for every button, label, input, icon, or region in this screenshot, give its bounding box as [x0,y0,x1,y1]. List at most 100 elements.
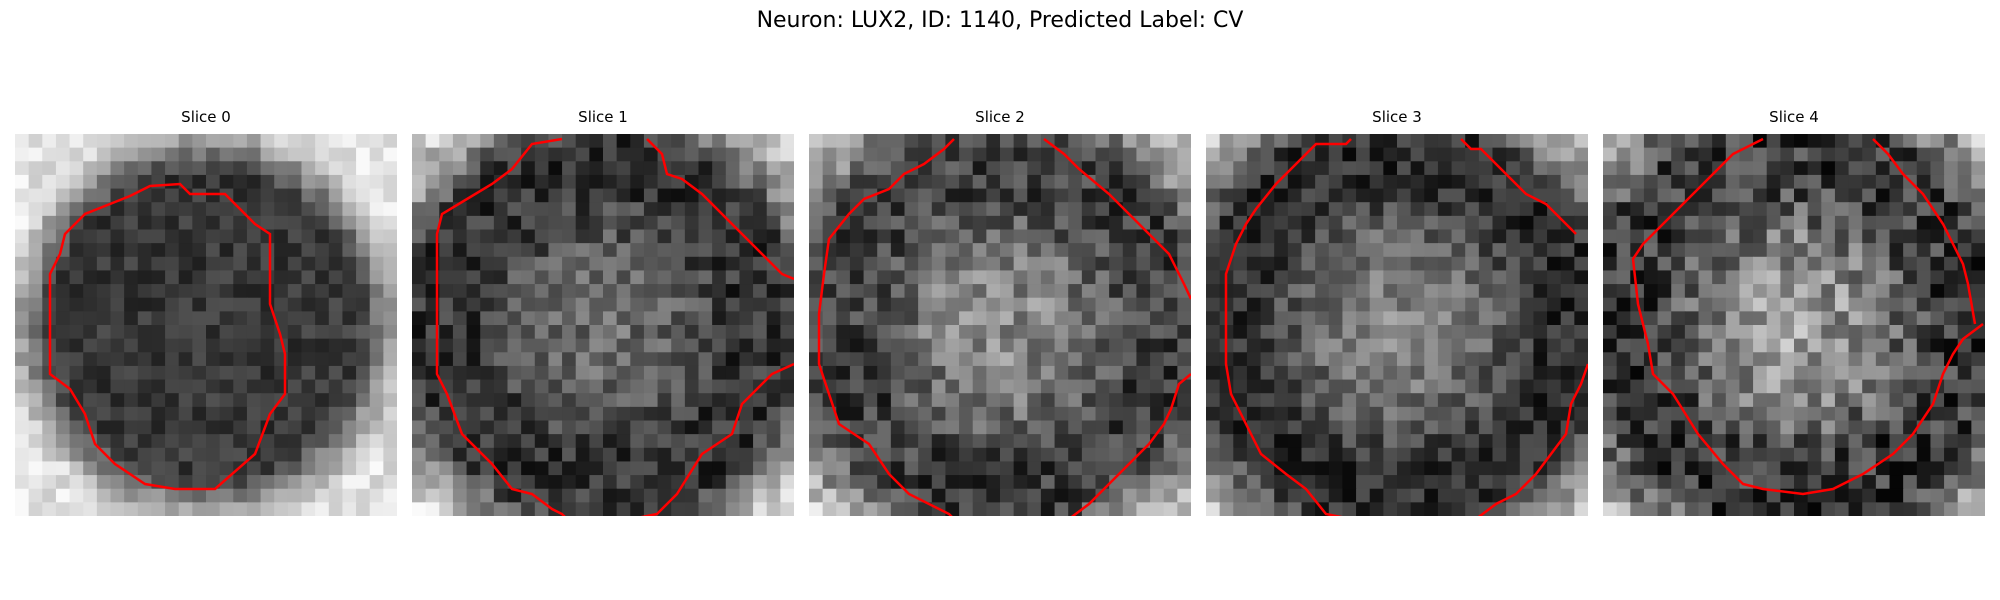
pixel [287,174,303,190]
pixel [383,174,397,190]
pixel [1875,243,1891,258]
pixel [1246,284,1262,299]
pixel [507,420,522,435]
pixel [684,325,700,340]
pixel [1971,325,1985,340]
pixel [110,134,125,149]
pixel [657,352,672,367]
pixel [356,297,371,312]
pixel [1862,311,1877,326]
pixel [151,379,166,394]
pixel [589,161,604,176]
pixel [206,325,221,340]
pixel [562,147,577,162]
pixel [822,502,837,516]
pixel [603,502,618,516]
pixel [630,475,645,490]
pixel [1315,215,1330,231]
pixel [1889,174,1904,190]
pixel [657,488,672,503]
pixel [1657,270,1672,285]
pixel [342,502,357,516]
pixel [1630,447,1645,463]
pixel [137,161,153,176]
pixel [534,475,550,490]
pixel [684,393,700,408]
pixel [918,229,933,244]
pixel [918,243,933,258]
pixel [466,338,481,353]
pixel [1013,147,1028,162]
pixel [83,502,98,516]
pixel [1068,229,1083,244]
pixel [425,393,440,408]
pixel [1848,488,1863,503]
pixel [1465,256,1480,272]
pixel [1356,461,1371,476]
pixel [890,229,906,244]
pixel [589,379,604,394]
pixel [439,461,454,476]
pixel [562,215,577,231]
pixel [1177,256,1191,272]
pixel [83,475,98,490]
pixel [1424,393,1439,408]
pixel [904,174,919,190]
pixel [28,434,43,449]
pixel [1574,297,1588,312]
pixel [1916,256,1932,272]
pixel [1301,393,1316,408]
pixel [1206,352,1221,367]
pixel [849,325,865,340]
pixel [904,325,919,340]
pixel [1821,297,1836,312]
pixel [1465,161,1480,176]
pixel [534,229,550,244]
pixel [1630,229,1645,244]
pixel [1794,352,1809,367]
pixel [1574,202,1588,217]
pixel [1342,297,1357,312]
pixel [83,352,98,367]
pixel [1260,311,1275,326]
pixel [1834,202,1850,217]
pixel [151,147,166,162]
pixel [15,256,30,272]
pixel [521,215,536,231]
pixel [1862,365,1877,381]
pixel [1875,475,1891,490]
pixel [1753,447,1768,463]
pixel [1410,379,1425,394]
pixel [1916,202,1932,217]
pixel [287,243,303,258]
pixel [1780,270,1795,285]
pixel [836,365,851,381]
pixel [1246,188,1262,203]
pixel [412,243,427,258]
pixel [1725,325,1741,340]
pixel [657,202,672,217]
pixel [1821,147,1836,162]
pixel [1437,147,1453,162]
pixel [1068,284,1083,299]
pixel [1122,270,1138,285]
pixel [1122,352,1138,367]
pixel [1712,393,1727,408]
pixel [1342,447,1357,463]
pixel [1862,202,1877,217]
pixel [274,365,289,381]
pixel [698,365,713,381]
pixel [904,215,919,231]
pixel [809,229,824,244]
pixel [1739,406,1754,422]
pixel [972,434,987,449]
pixel [1725,488,1741,503]
pixel [822,325,837,340]
pixel [1122,215,1138,231]
pixel [548,379,563,394]
pixel [287,202,303,217]
pixel [15,229,30,244]
pixel [671,243,686,258]
pixel [1903,488,1918,503]
pixel [1081,420,1097,435]
